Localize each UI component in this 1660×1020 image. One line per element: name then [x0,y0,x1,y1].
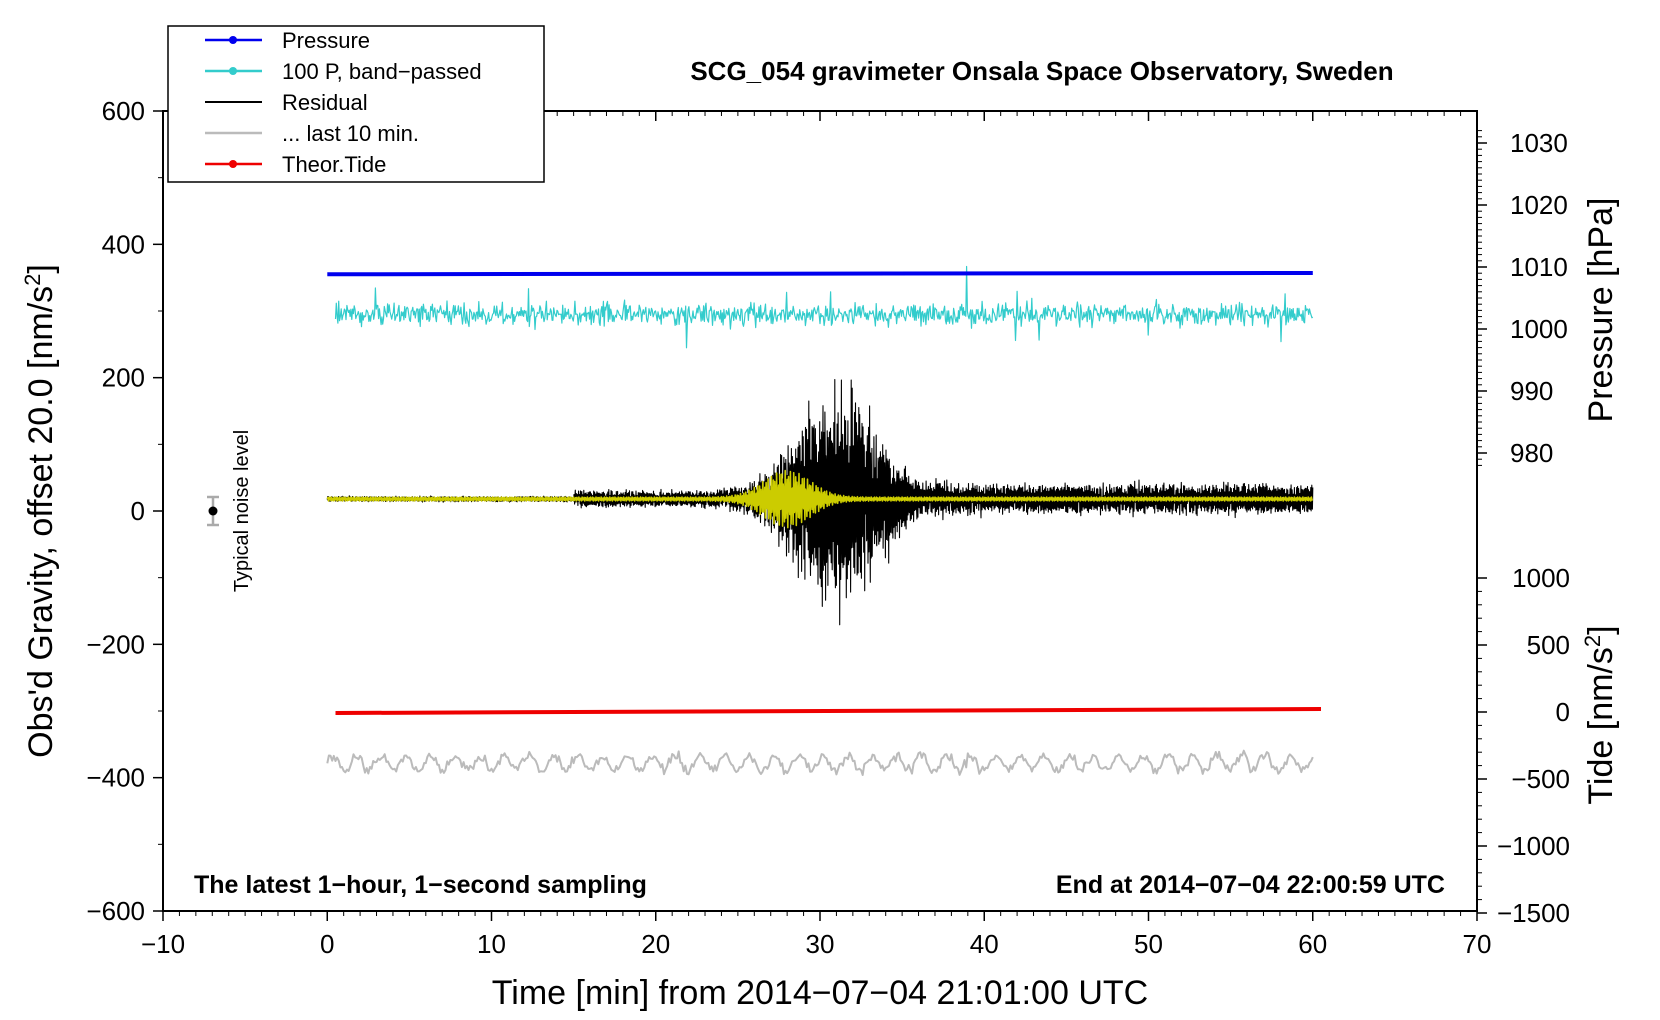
tide-tick-label: −1000 [1497,831,1570,861]
x-tick-label: 50 [1134,929,1163,959]
y-left-tick-label: −200 [86,629,145,659]
y-left-tick-label: −400 [86,763,145,793]
tide-tick-label: −1500 [1497,898,1570,928]
x-tick-label: 0 [320,929,334,959]
pressure-tick-label: 980 [1510,438,1553,468]
y-left-tick-label: 0 [131,496,145,526]
legend-marker [229,67,237,75]
legend-label: Residual [282,90,368,115]
legend-box [167,25,545,183]
series-band-passed-pressure [334,265,1314,349]
noise-level-dot [208,506,218,516]
y-right-tide-label: Tide [nm/s2] [1580,625,1620,804]
y-left-tick-label: 400 [102,229,145,259]
legend-label: Pressure [282,28,370,53]
legend-marker [229,36,237,44]
pressure-tick-label: 1000 [1510,314,1568,344]
legend-marker [229,160,237,168]
series-theoretical-tide [335,707,1322,715]
legend: Pressure 100 P, band−passed Residual ... la… [167,25,545,183]
pressure-tick-label: 990 [1510,376,1553,406]
x-tick-label: 30 [806,929,835,959]
legend-label: Theor.Tide [282,152,386,177]
y-right-pressure-label: Pressure [hPa] [1582,198,1620,423]
y-left-tick-labels: 600 400 200 0 −200 −400 −600 [86,96,145,926]
y-left-tick-label: 600 [102,96,145,126]
x-tick-label: −10 [141,929,185,959]
y-left-tick-label: −600 [86,896,145,926]
y-left-axis-label: Obs'd Gravity, offset 20.0 [nm/s2] [20,264,60,758]
legend-label: 100 P, band−passed [282,59,482,84]
annotation-end-time: End at 2014−07−04 22:00:59 UTC [1056,871,1445,899]
tide-tick-label: 500 [1527,630,1570,660]
noise-level-marker: Typical noise level [207,430,253,592]
chart-title: SCG_054 gravimeter Onsala Space Observat… [690,56,1393,86]
tide-tick-label: 0 [1556,697,1570,727]
tide-tick-labels: 1000 500 0 −500 −1000 −1500 [1497,563,1570,928]
pressure-tick-label: 1020 [1510,190,1568,220]
tide-tick-label: −500 [1511,764,1570,794]
annotation-sampling: The latest 1−hour, 1−second sampling [194,871,647,899]
pressure-tick-labels: 1030 1020 1010 1000 990 980 [1510,128,1568,468]
x-tick-label: 10 [477,929,506,959]
series-pressure [327,271,1313,277]
series-layer [326,265,1322,776]
x-tick-label: 20 [641,929,670,959]
y-left-tick-label: 200 [102,363,145,393]
pressure-tick-label: 1030 [1510,128,1568,158]
series-last-10-min [326,749,1314,776]
x-tick-label: 70 [1463,929,1492,959]
tide-tick-label: 1000 [1512,563,1570,593]
noise-level-label: Typical noise level [231,430,253,592]
x-tick-labels: −10 0 10 20 30 40 50 60 70 [141,929,1492,959]
x-tick-label: 60 [1298,929,1327,959]
series-filtered-residual [326,469,1314,529]
x-tick-label: 40 [970,929,999,959]
legend-label: ... last 10 min. [282,121,419,146]
x-axis-label: Time [min] from 2014−07−04 21:01:00 UTC [492,974,1148,1012]
pressure-tick-label: 1010 [1510,252,1568,282]
